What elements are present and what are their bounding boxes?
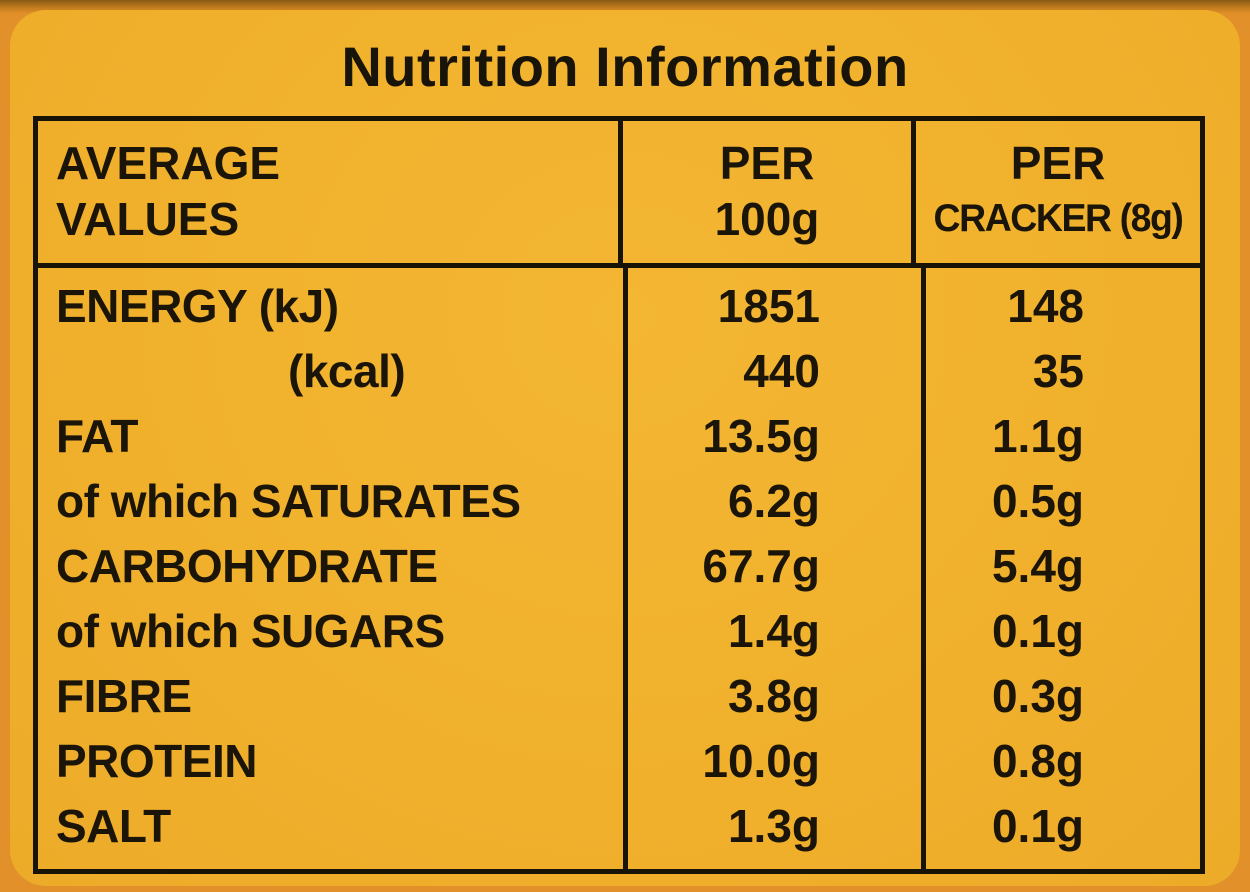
table-row-fat: FAT 13.5g 1.1g [38,404,1200,469]
row-label: (kcal) [288,345,406,397]
column-divider-1 [623,268,628,869]
header-per100-line1: PER [719,137,815,189]
row-per-cracker: 35 [1032,345,1084,397]
row-per-100g: 1851 [717,280,820,332]
nutrition-label-panel: Nutrition Information AVERAGE VALUES PER… [10,10,1240,886]
table-row-energy-kcal: (kcal) 440 35 [38,339,1200,404]
header-average-values: AVERAGE VALUES [38,121,623,263]
header-cracker-line1: PER [1010,137,1106,189]
header-average-line2: VALUES [56,193,240,245]
row-per-100g: 1.3g [727,800,820,852]
row-per-cracker: 1.1g [991,410,1084,462]
table-header-row: AVERAGE VALUES PER 100g PER CRACKER (8g) [38,121,1200,268]
row-per-cracker: 0.8g [991,735,1084,787]
row-per-100g: 1.4g [727,605,820,657]
header-per-100g: PER 100g [623,121,916,263]
row-per-cracker: 0.3g [991,670,1084,722]
table-row-fibre: FIBRE 3.8g 0.3g [38,664,1200,729]
nutrition-table: AVERAGE VALUES PER 100g PER CRACKER (8g)… [33,116,1205,874]
row-label: ENERGY (kJ) [56,280,339,332]
header-average-line1: AVERAGE [56,137,281,189]
row-per-cracker: 5.4g [991,540,1084,592]
row-label: FAT [56,410,138,462]
row-per-100g: 6.2g [727,475,820,527]
row-per-cracker: 0.1g [991,605,1084,657]
table-row-saturates: of which SATURATES 6.2g 0.5g [38,469,1200,534]
row-per-100g: 67.7g [702,540,820,592]
row-label: SALT [56,800,171,852]
nutrition-title: Nutrition Information [341,35,909,98]
header-cracker-line2: CRACKER (8g) [933,197,1184,240]
row-per-cracker: 148 [1007,280,1084,332]
row-label: PROTEIN [56,735,257,787]
table-body: ENERGY (kJ) 1851 148 (kcal) 440 35 FAT 1… [38,268,1200,869]
table-row-carbohydrate: CARBOHYDRATE 67.7g 5.4g [38,534,1200,599]
row-label: FIBRE [56,670,192,722]
row-per-100g: 3.8g [727,670,820,722]
table-row-sugars: of which SUGARS 1.4g 0.1g [38,599,1200,664]
row-label: CARBOHYDRATE [56,540,438,592]
row-per-100g: 10.0g [702,735,820,787]
row-label: of which SUGARS [56,605,445,657]
row-per-cracker: 0.5g [991,475,1084,527]
row-label: of which SATURATES [56,475,521,527]
header-per-cracker: PER CRACKER (8g) [916,121,1200,263]
column-divider-2 [921,268,926,869]
header-per100-line2: 100g [714,193,820,245]
row-per-cracker: 0.1g [991,800,1084,852]
table-row-energy-kj: ENERGY (kJ) 1851 148 [38,274,1200,339]
table-row-salt: SALT 1.3g 0.1g [38,794,1200,859]
row-per-100g: 440 [743,345,820,397]
row-per-100g: 13.5g [702,410,820,462]
table-row-protein: PROTEIN 10.0g 0.8g [38,729,1200,794]
